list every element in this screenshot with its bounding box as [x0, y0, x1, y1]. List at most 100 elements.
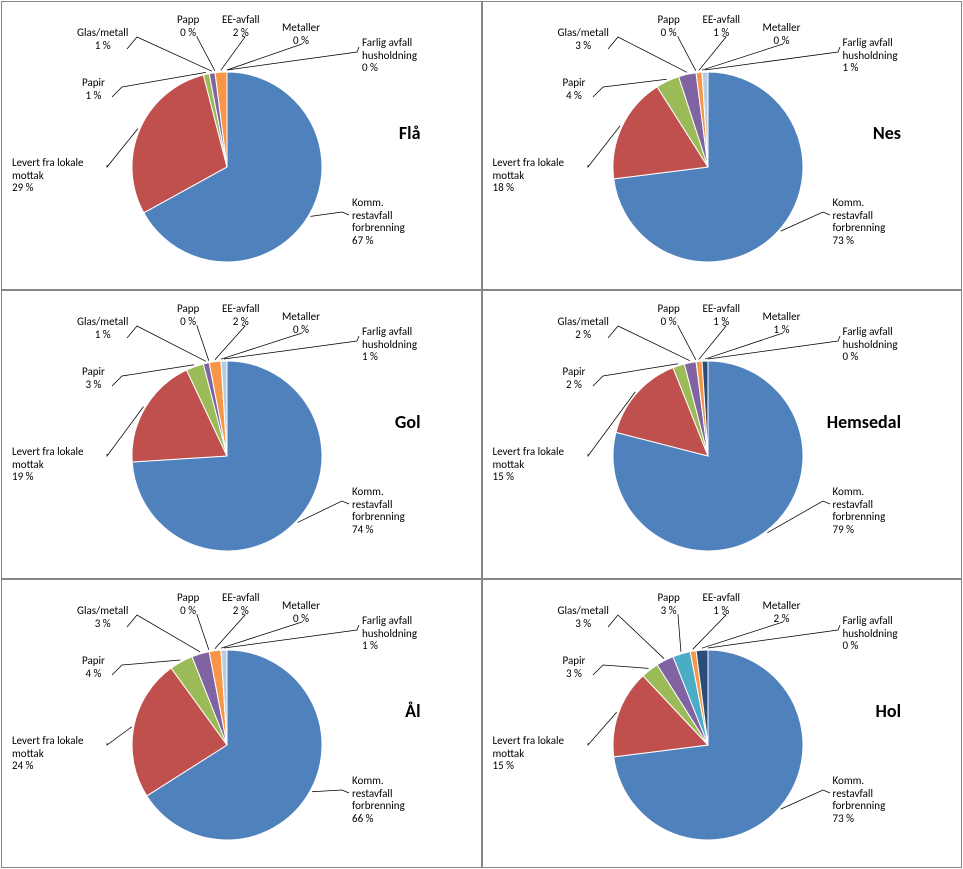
- slice-label: EE-avfall2 %: [222, 14, 260, 39]
- chart-cell: GolKomm.restavfallforbrenning74 %Levert …: [1, 290, 482, 579]
- label-line: Metaller: [282, 600, 320, 613]
- label-line: 29 %: [12, 182, 84, 195]
- label-line: 79 %: [833, 524, 886, 537]
- slice-label: Papp0 %: [177, 592, 199, 617]
- slice-label: EE-avfall2 %: [222, 303, 260, 328]
- label-line: Papp: [177, 14, 199, 27]
- label-line: Metaller: [763, 22, 801, 35]
- label-line: Metaller: [763, 600, 801, 613]
- label-line: 3 %: [558, 40, 609, 53]
- leader-line: [678, 36, 696, 71]
- leader-line: [701, 622, 782, 648]
- label-line: 67 %: [352, 235, 405, 248]
- label-line: Komm.: [833, 775, 886, 788]
- label-line: 0 %: [282, 613, 320, 626]
- leader-line: [107, 727, 132, 745]
- label-line: 3 %: [82, 379, 105, 392]
- slice-label: Komm.restavfallforbrenning66 %: [352, 775, 405, 826]
- label-line: Komm.: [352, 197, 405, 210]
- slice-label: Papp3 %: [658, 592, 680, 617]
- slice-label: Levert fra lokalemottak15 %: [493, 446, 565, 484]
- label-line: 0 %: [843, 640, 898, 653]
- label-line: Komm.: [833, 486, 886, 499]
- label-line: 1 %: [703, 605, 741, 618]
- slice-label: Glas/metall3 %: [558, 605, 609, 630]
- label-line: 1 %: [77, 40, 128, 53]
- slice-label: Papp0 %: [658, 14, 680, 39]
- label-line: 1 %: [362, 640, 417, 653]
- label-line: 24 %: [12, 760, 84, 773]
- label-line: EE-avfall: [222, 14, 260, 27]
- leader-line: [707, 625, 839, 648]
- label-line: 0 %: [177, 27, 199, 40]
- label-line: 1 %: [703, 27, 741, 40]
- label-line: Farlig avfall: [843, 326, 898, 339]
- label-line: Farlig avfall: [362, 37, 417, 50]
- chart-grid: FlåKomm.restavfallforbrenning67 %Levert …: [1, 1, 962, 868]
- slice-label: Papir2 %: [563, 366, 586, 391]
- leader-line: [197, 325, 209, 361]
- slice-label: EE-avfall1 %: [703, 592, 741, 617]
- leader-line: [692, 614, 725, 649]
- label-line: Levert fra lokale: [12, 446, 84, 459]
- label-line: Metaller: [282, 311, 320, 324]
- label-line: Komm.: [833, 197, 886, 210]
- slice-label: Papir3 %: [82, 366, 105, 391]
- label-line: 2 %: [222, 316, 260, 329]
- label-line: 1 %: [77, 329, 128, 342]
- slice-label: EE-avfall2 %: [222, 592, 260, 617]
- label-line: EE-avfall: [222, 303, 260, 316]
- slice-label: Glas/metall3 %: [558, 27, 609, 52]
- label-line: Papir: [82, 77, 105, 90]
- chart-cell: HemsedalKomm.restavfallforbrenning79 %Le…: [482, 290, 963, 579]
- label-line: 0 %: [177, 316, 199, 329]
- label-line: 0 %: [658, 27, 680, 40]
- label-line: 0 %: [282, 324, 320, 337]
- slice-label: Papir3 %: [563, 655, 586, 680]
- slice-label: EE-avfall1 %: [703, 14, 741, 39]
- label-line: Papp: [658, 14, 680, 27]
- label-line: Metaller: [763, 311, 801, 324]
- leader-line: [127, 615, 200, 652]
- slice-label: Metaller0 %: [282, 311, 320, 336]
- leader-line: [698, 325, 725, 359]
- slice-label: Komm.restavfallforbrenning73 %: [833, 197, 886, 248]
- leader-line: [678, 325, 696, 360]
- label-line: Glas/metall: [558, 27, 609, 40]
- leader-line: [608, 615, 664, 659]
- slice-label: Metaller0 %: [282, 600, 320, 625]
- label-line: Farlig avfall: [843, 615, 898, 628]
- slice-label: Farlig avfallhusholdning1 %: [362, 615, 417, 653]
- slice-label: Papp0 %: [177, 14, 199, 39]
- slice-label: Farlig avfallhusholdning0 %: [843, 326, 898, 364]
- label-line: 1 %: [703, 316, 741, 329]
- slice-label: Komm.restavfallforbrenning79 %: [833, 486, 886, 537]
- label-line: Papp: [177, 592, 199, 605]
- leader-line: [227, 44, 302, 70]
- leader-line: [704, 333, 782, 359]
- slice-label: Komm.restavfallforbrenning73 %: [833, 775, 886, 826]
- label-line: 3 %: [77, 618, 128, 631]
- label-line: 2 %: [222, 27, 260, 40]
- label-line: 2 %: [222, 605, 260, 618]
- slice-label: Papp0 %: [658, 303, 680, 328]
- leader-line: [707, 336, 839, 359]
- label-line: 73 %: [833, 813, 886, 826]
- slice-label: Farlig avfallhusholdning0 %: [362, 37, 417, 75]
- slice-label: Levert fra lokalemottak18 %: [493, 157, 565, 195]
- leader-line: [608, 37, 687, 72]
- slice-label: Glas/metall1 %: [77, 316, 128, 341]
- label-line: Levert fra lokale: [493, 157, 565, 170]
- leader-line: [588, 712, 617, 745]
- label-line: 3 %: [563, 668, 586, 681]
- chart-cell: ÅlKomm.restavfallforbrenning66 %Levert f…: [1, 579, 482, 868]
- label-line: 2 %: [763, 613, 801, 626]
- label-line: Komm.: [352, 486, 405, 499]
- chart-cell: FlåKomm.restavfallforbrenning67 %Levert …: [1, 1, 482, 290]
- label-line: 0 %: [362, 62, 417, 75]
- label-line: 0 %: [843, 351, 898, 364]
- label-line: 0 %: [177, 605, 199, 618]
- label-line: 15 %: [493, 471, 565, 484]
- slice-label: Papir4 %: [82, 655, 105, 680]
- leader-line: [127, 37, 212, 71]
